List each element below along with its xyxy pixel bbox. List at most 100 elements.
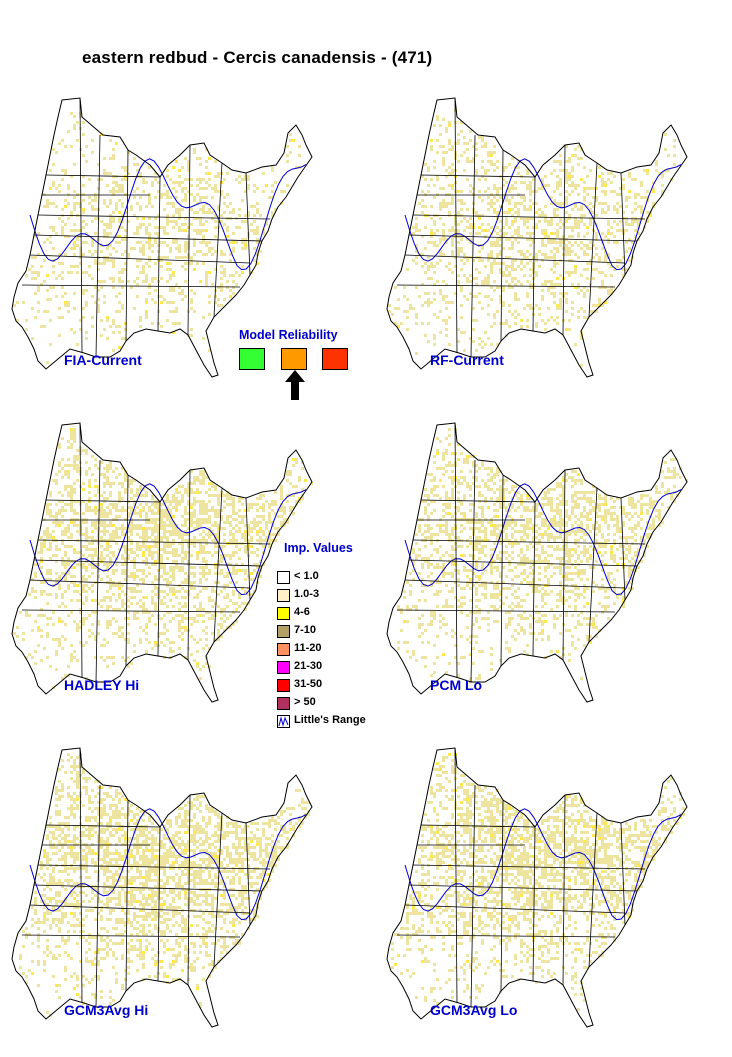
state-boundary: [404, 254, 626, 264]
state-boundary: [125, 149, 129, 342]
map-svg: [386, 97, 688, 378]
state-boundary: [21, 934, 241, 938]
state-boundary: [33, 884, 263, 892]
state-boundary: [588, 162, 598, 318]
state-boundary: [620, 172, 626, 276]
legend-swatch: [277, 589, 290, 602]
state-boundary: [29, 254, 251, 264]
state-boundary: [37, 214, 271, 220]
map-svg: [386, 747, 688, 1028]
legend-swatch: [277, 571, 290, 584]
state-boundary: [21, 609, 241, 613]
state-boundary: [79, 422, 83, 679]
state-boundary: [532, 826, 536, 982]
state-boundary: [213, 812, 223, 968]
state-boundary: [45, 499, 161, 503]
state-boundary: [408, 559, 638, 567]
state-boundary: [29, 579, 251, 589]
state-boundary: [396, 934, 616, 938]
map-pcm-lo: [375, 420, 705, 705]
state-boundary: [454, 97, 458, 354]
map-gcm3avg-lo: [375, 745, 705, 1030]
state-boundary: [562, 469, 566, 661]
state-boundary: [95, 459, 101, 683]
state-boundary: [470, 459, 476, 683]
selected-arrow-icon: [285, 370, 305, 400]
state-boundary: [532, 501, 536, 657]
state-boundary: [29, 904, 251, 914]
state-boundary: [245, 497, 251, 601]
state-boundary: [33, 559, 263, 567]
importance-legend: Imp. Values < 1.0 1.0-3 4-6 7-10 11-20 2…: [276, 540, 396, 730]
range-line-icon: [277, 715, 290, 728]
state-boundary: [454, 747, 458, 1004]
state-boundary: [21, 284, 241, 288]
page-title: eastern redbud - Cercis canadensis - (47…: [82, 48, 433, 67]
state-boundary: [213, 487, 223, 643]
state-boundary: [45, 174, 161, 178]
legend-swatch: [277, 679, 290, 692]
legend-swatch: [277, 697, 290, 710]
state-boundary: [500, 474, 504, 667]
map-svg: [11, 422, 313, 703]
legend-swatch: [277, 661, 290, 674]
state-boundary: [470, 134, 476, 358]
reliability-high-box: [239, 348, 265, 370]
map-gcm3avg-hi: [0, 745, 330, 1030]
state-boundary: [37, 539, 271, 545]
state-boundary: [532, 176, 536, 332]
state-boundary: [95, 134, 101, 358]
state-boundary: [500, 799, 504, 992]
state-boundary: [562, 144, 566, 336]
reliability-medium-box: [281, 348, 307, 370]
state-boundary: [500, 149, 504, 342]
state-boundary: [157, 826, 161, 982]
state-boundary: [187, 794, 191, 986]
state-boundary: [213, 162, 223, 318]
presence-cells: [19, 753, 310, 1017]
state-boundary: [412, 539, 646, 545]
model-reliability-title: Model Reliability: [239, 328, 338, 342]
state-boundary: [187, 144, 191, 336]
state-boundary: [588, 812, 598, 968]
map-label-hadley-hi: HADLEY Hi: [64, 677, 140, 693]
state-boundary: [245, 822, 251, 926]
state-boundary: [79, 747, 83, 1004]
state-boundary: [588, 487, 598, 643]
map-label-gcm3avg-hi: GCM3Avg Hi: [64, 1002, 149, 1018]
map-label-rf-current: RF-Current: [430, 352, 504, 368]
model-reliability: Model Reliability: [232, 328, 372, 408]
reliability-low-box: [322, 348, 348, 370]
state-boundary: [33, 234, 263, 242]
map-label-fia-current: FIA-Current: [64, 352, 142, 368]
state-boundary: [125, 799, 129, 992]
state-boundary: [412, 214, 646, 220]
legend-swatch: [277, 607, 290, 620]
state-boundary: [157, 176, 161, 332]
state-boundary: [404, 579, 626, 589]
presence-cells: [388, 109, 676, 367]
state-boundary: [125, 474, 129, 667]
state-boundary: [187, 469, 191, 661]
legend-swatch: [277, 643, 290, 656]
state-boundary: [245, 172, 251, 276]
state-boundary: [404, 904, 626, 914]
map-svg: [11, 747, 313, 1028]
presence-cells: [13, 428, 313, 689]
state-boundary: [470, 784, 476, 1008]
legend-title: Imp. Values: [284, 541, 353, 555]
presence-cells: [391, 753, 685, 1011]
state-boundary: [45, 824, 161, 828]
state-boundary: [157, 501, 161, 657]
map-label-gcm3avg-lo: GCM3Avg Lo: [430, 1002, 518, 1018]
map-label-pcm-lo: PCM Lo: [430, 677, 483, 693]
state-boundary: [396, 284, 616, 288]
legend-swatch: [277, 625, 290, 638]
map-rf-current: [375, 95, 705, 380]
map-fia-current: [0, 95, 330, 380]
presence-cells: [397, 428, 688, 683]
state-boundary: [37, 864, 271, 870]
state-boundary: [95, 784, 101, 1008]
state-boundary: [620, 497, 626, 601]
map-svg: [11, 97, 313, 378]
